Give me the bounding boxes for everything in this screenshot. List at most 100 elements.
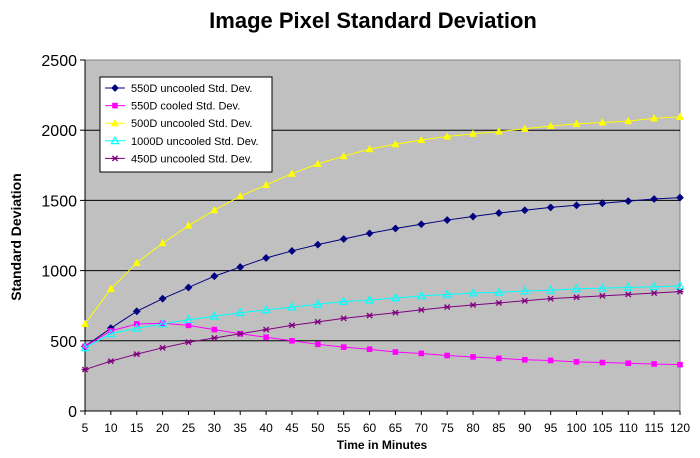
x-tick-label: 60 bbox=[363, 421, 377, 435]
data-point bbox=[210, 334, 218, 342]
data-point bbox=[418, 350, 425, 357]
data-point bbox=[288, 322, 296, 329]
data-point bbox=[546, 203, 555, 212]
series-1 bbox=[81, 193, 684, 351]
x-tick-label: 15 bbox=[130, 421, 144, 435]
data-point bbox=[391, 309, 399, 316]
data-point bbox=[546, 121, 555, 130]
axes: 0 500 1000 1500 2000 2500 5 10 15 20 25 30 35 40 45 50 5… bbox=[41, 53, 690, 435]
legend-label: 500D uncooled Std. Dev. bbox=[131, 118, 252, 130]
data-point bbox=[677, 361, 683, 368]
data-point bbox=[547, 357, 554, 364]
series-5 bbox=[81, 288, 684, 373]
data-point bbox=[520, 124, 529, 132]
data-point bbox=[313, 159, 322, 167]
data-point bbox=[106, 328, 116, 338]
data-point bbox=[262, 326, 270, 333]
y-tick-label: 500 bbox=[50, 334, 77, 351]
data-point bbox=[315, 341, 321, 348]
data-point bbox=[235, 307, 245, 317]
legend-label: 1000D uncooled Std. Dev. bbox=[131, 136, 259, 148]
data-point bbox=[598, 199, 607, 208]
series-group bbox=[80, 112, 685, 373]
legend-item: 450D uncooled Std. Dev. bbox=[105, 153, 252, 165]
data-point bbox=[546, 285, 556, 294]
y-tick-label: 1000 bbox=[41, 264, 77, 281]
data-point bbox=[82, 343, 88, 350]
x-tick-label: 110 bbox=[619, 421, 638, 435]
data-point bbox=[80, 319, 90, 328]
gridlines bbox=[85, 129, 680, 342]
legend-item: 550D cooled Std. Dev. bbox=[105, 101, 240, 113]
legend-swatch-marker bbox=[111, 84, 119, 92]
series-3 bbox=[80, 112, 685, 328]
data-point bbox=[236, 330, 244, 337]
data-point bbox=[106, 284, 115, 292]
data-point bbox=[365, 144, 374, 153]
data-point bbox=[340, 344, 347, 350]
data-point bbox=[339, 296, 349, 305]
data-point bbox=[443, 132, 452, 140]
data-point bbox=[650, 195, 659, 203]
data-point bbox=[262, 254, 270, 262]
data-point bbox=[495, 299, 503, 306]
data-point bbox=[392, 349, 399, 355]
x-tick-label: 120 bbox=[670, 421, 690, 435]
data-point bbox=[339, 235, 348, 243]
data-point bbox=[236, 191, 245, 200]
data-point bbox=[547, 295, 555, 302]
data-point bbox=[650, 113, 659, 122]
series-line bbox=[84, 116, 681, 325]
data-point bbox=[675, 112, 685, 120]
data-point bbox=[158, 294, 167, 303]
data-point bbox=[209, 311, 219, 320]
data-point bbox=[132, 307, 141, 316]
y-axis-label: Standard Deviation bbox=[8, 173, 24, 301]
x-tick-label: 95 bbox=[544, 421, 558, 435]
data-point bbox=[470, 354, 476, 360]
data-point bbox=[133, 351, 141, 358]
data-point bbox=[366, 346, 373, 353]
x-tick-label: 90 bbox=[518, 421, 532, 435]
data-point bbox=[494, 287, 504, 296]
data-point bbox=[288, 247, 296, 255]
legend-item: 500D uncooled Std. Dev. bbox=[105, 118, 252, 130]
data-point bbox=[469, 129, 478, 137]
data-point bbox=[183, 314, 194, 324]
data-point bbox=[572, 119, 581, 127]
data-point bbox=[417, 220, 426, 229]
data-point bbox=[81, 366, 89, 373]
data-point bbox=[469, 212, 477, 221]
data-point bbox=[366, 312, 374, 319]
data-point bbox=[236, 263, 245, 271]
legend-swatch-marker bbox=[111, 155, 119, 162]
series-line bbox=[84, 322, 681, 366]
data-point bbox=[651, 361, 657, 367]
data-point bbox=[132, 323, 142, 332]
data-point bbox=[624, 291, 632, 298]
data-point bbox=[159, 320, 166, 327]
data-point bbox=[314, 318, 322, 325]
data-point bbox=[624, 116, 633, 125]
data-point bbox=[495, 209, 503, 217]
data-point bbox=[468, 288, 478, 297]
x-tick-label: 105 bbox=[592, 421, 612, 435]
data-point bbox=[157, 318, 168, 328]
data-point bbox=[210, 272, 219, 281]
x-tick-label: 55 bbox=[337, 421, 351, 435]
data-point bbox=[573, 294, 581, 301]
data-point bbox=[676, 193, 684, 202]
data-point bbox=[107, 358, 115, 365]
data-point bbox=[598, 292, 606, 299]
data-point bbox=[571, 283, 582, 293]
data-point bbox=[496, 355, 502, 362]
data-point bbox=[184, 283, 193, 292]
legend-swatch-marker bbox=[112, 102, 118, 109]
data-point bbox=[675, 280, 685, 290]
data-point bbox=[211, 326, 218, 333]
data-point bbox=[443, 304, 451, 311]
legend: 550D uncooled Std. Dev. 550D cooled Std. … bbox=[99, 76, 273, 173]
data-point bbox=[625, 360, 632, 367]
x-tick-label: 85 bbox=[492, 421, 506, 435]
data-point bbox=[158, 238, 167, 247]
